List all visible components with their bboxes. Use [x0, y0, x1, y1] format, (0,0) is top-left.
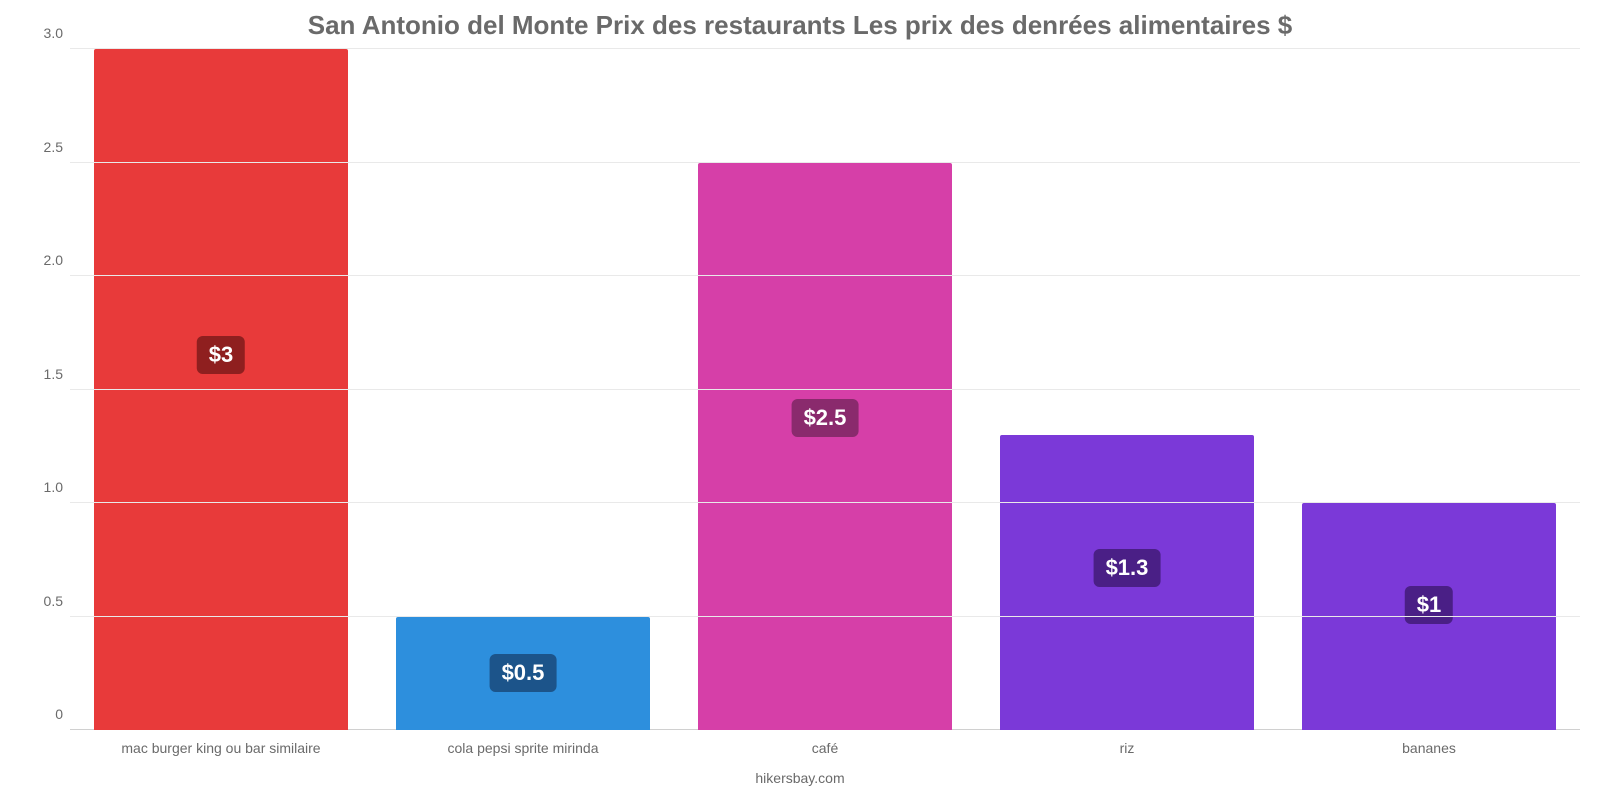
bar-slot: $1.3	[976, 49, 1278, 730]
x-tick-label: mac burger king ou bar similaire	[70, 740, 372, 756]
gridline	[70, 275, 1580, 276]
y-tick-label: 2.0	[25, 252, 63, 268]
bars-container: $3 $0.5 $2.5 $1.3 $1	[70, 49, 1580, 730]
y-tick-label: 0	[25, 706, 63, 722]
value-badge: $1.3	[1094, 549, 1161, 587]
value-badge: $0.5	[490, 654, 557, 692]
value-badge: $2.5	[792, 399, 859, 437]
y-tick-label: 1.0	[25, 479, 63, 495]
bar: $1	[1302, 503, 1556, 730]
gridline	[70, 389, 1580, 390]
y-tick-label: 3.0	[25, 25, 63, 41]
x-tick-label: cola pepsi sprite mirinda	[372, 740, 674, 756]
x-tick-label: riz	[976, 740, 1278, 756]
y-tick-label: 2.5	[25, 139, 63, 155]
credit-text: hikersbay.com	[0, 770, 1600, 786]
bar: $1.3	[1000, 435, 1254, 730]
y-tick-label: 0.5	[25, 593, 63, 609]
value-badge: $3	[197, 336, 245, 374]
bar: $0.5	[396, 617, 650, 731]
gridline	[70, 502, 1580, 503]
bar: $3	[94, 49, 348, 730]
y-tick-label: 1.5	[25, 366, 63, 382]
bar-slot: $3	[70, 49, 372, 730]
plot-area: $3$0.5$2.5$1.3$1 00.51.01.52.02.53.0	[70, 48, 1580, 730]
gridline	[70, 616, 1580, 617]
bar-slot: $2.5	[674, 49, 976, 730]
value-badge: $1	[1405, 586, 1453, 624]
x-axis-labels: mac burger king ou bar similairecola pep…	[70, 740, 1580, 756]
gridline	[70, 48, 1580, 49]
x-tick-label: bananes	[1278, 740, 1580, 756]
bar-slot: $0.5	[372, 49, 674, 730]
chart-title: San Antonio del Monte Prix des restauran…	[0, 0, 1600, 41]
bar: $2.5	[698, 163, 952, 731]
price-bar-chart: San Antonio del Monte Prix des restauran…	[0, 0, 1600, 800]
bar-slot: $1	[1278, 49, 1580, 730]
x-tick-label: café	[674, 740, 976, 756]
gridline	[70, 162, 1580, 163]
